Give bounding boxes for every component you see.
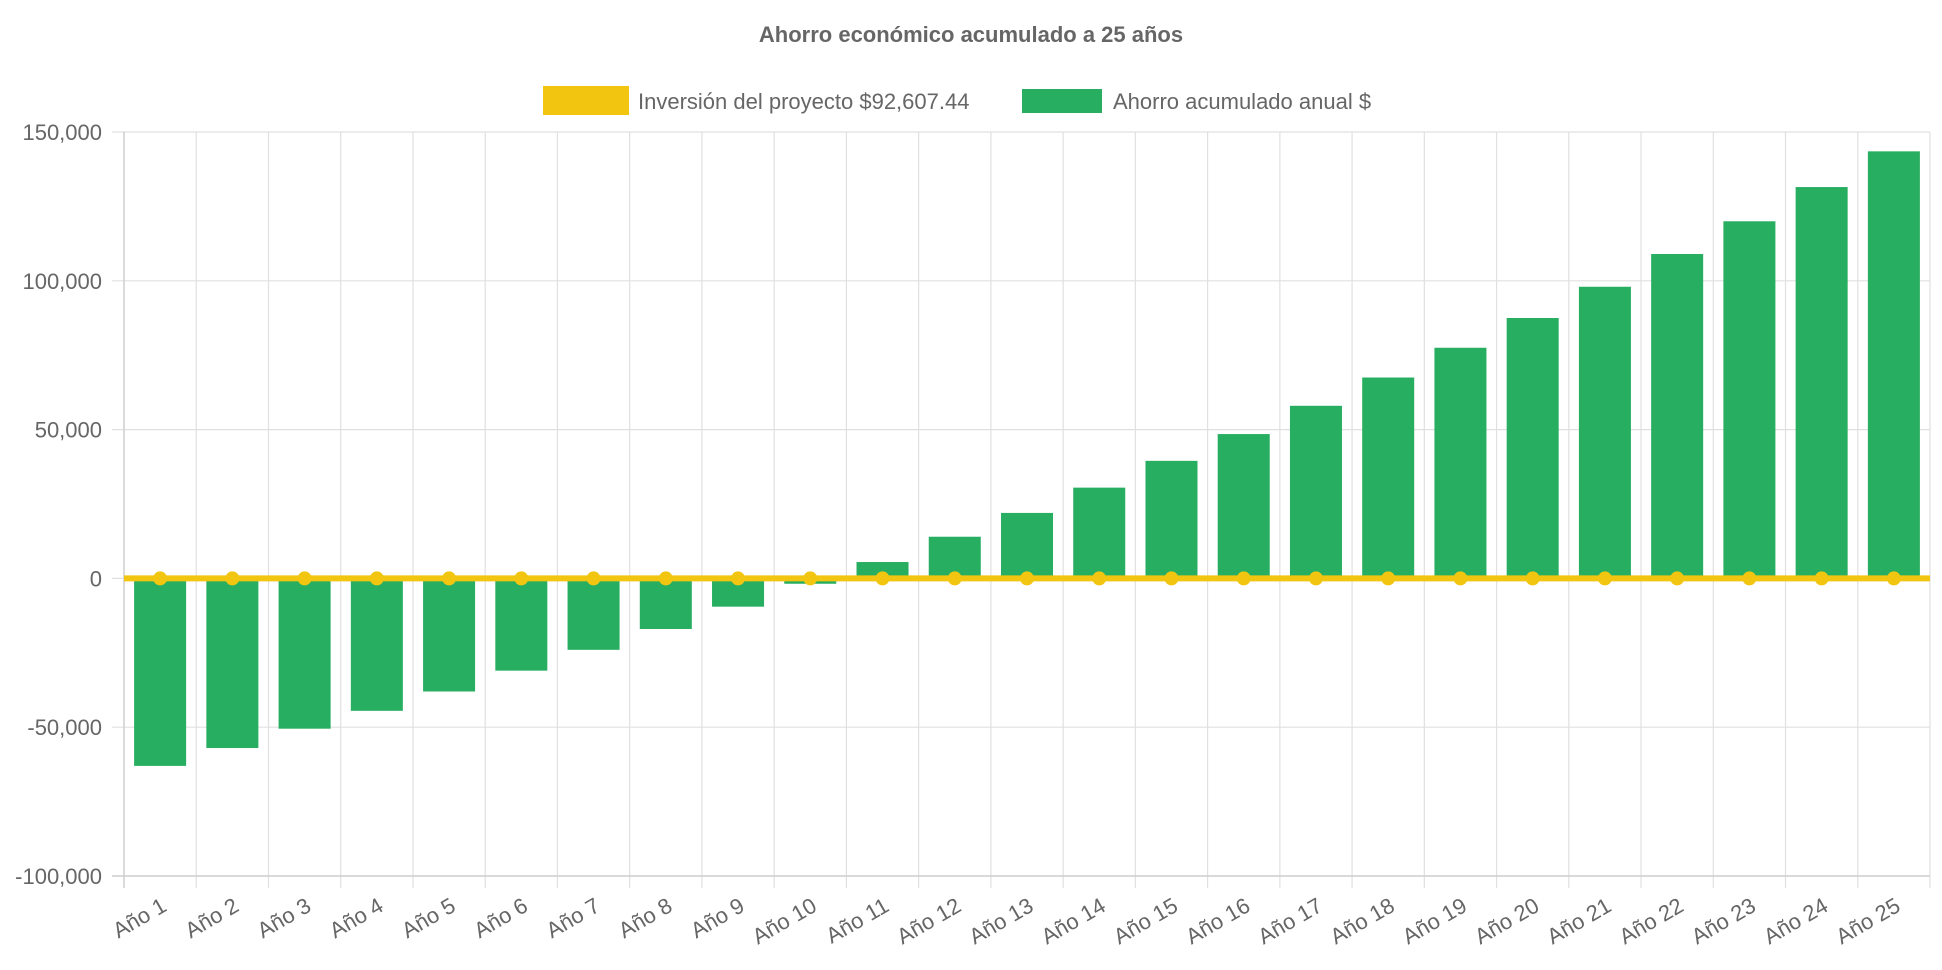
line-point bbox=[1670, 571, 1685, 586]
x-tick-label: Año 24 bbox=[1759, 893, 1832, 950]
x-tick-label: Año 4 bbox=[325, 893, 387, 943]
legend-label-investment: Inversión del proyecto $92,607.44 bbox=[638, 89, 969, 114]
x-tick-label: Año 20 bbox=[1470, 893, 1543, 950]
line-point bbox=[514, 571, 529, 586]
grid bbox=[112, 131, 1931, 888]
bar bbox=[278, 578, 331, 729]
x-tick-label: Año 8 bbox=[614, 893, 676, 943]
bar bbox=[1867, 151, 1920, 579]
bar bbox=[1217, 434, 1270, 579]
x-tick-label: Año 1 bbox=[108, 893, 170, 943]
line-point bbox=[1742, 571, 1757, 586]
line-point bbox=[297, 571, 312, 586]
legend: Inversión del proyecto $92,607.44 Ahorro… bbox=[543, 86, 1371, 115]
line-point bbox=[1453, 571, 1468, 586]
bar bbox=[134, 578, 187, 766]
bar bbox=[1795, 187, 1848, 579]
x-tick-label: Año 13 bbox=[965, 893, 1038, 950]
line-point bbox=[1597, 571, 1612, 586]
x-tick-label: Año 22 bbox=[1615, 893, 1688, 950]
x-tick-label: Año 15 bbox=[1109, 893, 1182, 950]
line-point bbox=[1020, 571, 1034, 586]
x-tick-label: Año 9 bbox=[686, 893, 748, 943]
x-axis: Año 1 Año 2 Año 3 Año 4 Año 5 Año 6 Año 7 Año 8… bbox=[108, 893, 1904, 950]
x-tick-label: Año 18 bbox=[1326, 893, 1399, 950]
y-tick-label: -50,000 bbox=[27, 715, 102, 740]
y-tick-label: 150,000 bbox=[22, 120, 102, 145]
x-tick-label: Año 2 bbox=[181, 893, 243, 943]
y-tick-label: -100,000 bbox=[15, 864, 102, 889]
y-tick-label: 50,000 bbox=[35, 418, 102, 443]
x-tick-label: Año 25 bbox=[1831, 893, 1904, 950]
legend-swatch-savings bbox=[1022, 89, 1102, 113]
chart-title: Ahorro económico acumulado a 25 años bbox=[759, 22, 1183, 47]
y-tick-label: 0 bbox=[90, 566, 102, 591]
line-point bbox=[1308, 571, 1323, 586]
bar bbox=[1506, 318, 1559, 579]
bar bbox=[1000, 512, 1054, 579]
bar-series bbox=[134, 151, 1920, 766]
y-tick-label: 100,000 bbox=[22, 269, 102, 294]
line-point bbox=[803, 571, 818, 586]
line-point bbox=[586, 571, 601, 586]
legend-swatch-investment bbox=[543, 86, 629, 115]
x-tick-label: Año 5 bbox=[397, 893, 459, 943]
bar bbox=[1073, 487, 1126, 579]
line-point bbox=[225, 571, 240, 586]
line-point bbox=[369, 571, 384, 586]
line-point bbox=[875, 571, 890, 586]
line-point bbox=[1236, 571, 1251, 586]
bar bbox=[495, 578, 548, 671]
legend-item-investment[interactable]: Inversión del proyecto $92,607.44 bbox=[543, 86, 969, 115]
bar bbox=[350, 578, 403, 711]
bar bbox=[423, 578, 476, 692]
bar bbox=[567, 578, 620, 650]
line-point bbox=[1381, 571, 1396, 586]
bar bbox=[1651, 254, 1704, 579]
x-tick-label: Año 14 bbox=[1037, 893, 1110, 950]
x-tick-label: Año 6 bbox=[470, 893, 532, 943]
line-point bbox=[1164, 571, 1179, 586]
line-point bbox=[947, 571, 962, 586]
x-tick-label: Año 21 bbox=[1543, 893, 1616, 950]
x-tick-label: Año 17 bbox=[1254, 893, 1327, 950]
x-tick-label: Año 23 bbox=[1687, 893, 1760, 950]
bar bbox=[1578, 286, 1631, 579]
bar bbox=[1145, 460, 1198, 579]
x-tick-label: Año 19 bbox=[1398, 893, 1471, 950]
bar bbox=[639, 578, 692, 629]
x-tick-label: Año 12 bbox=[892, 893, 965, 950]
bar bbox=[1289, 405, 1342, 579]
line-point bbox=[658, 571, 673, 586]
legend-item-savings[interactable]: Ahorro acumulado anual $ bbox=[1022, 89, 1371, 114]
line-series bbox=[124, 571, 1930, 586]
bar bbox=[206, 578, 259, 749]
x-tick-label: Año 10 bbox=[748, 893, 821, 950]
line-point bbox=[731, 571, 746, 586]
bar bbox=[856, 562, 909, 579]
line-point bbox=[442, 571, 457, 586]
x-tick-label: Año 16 bbox=[1181, 893, 1254, 950]
line-point bbox=[1525, 571, 1540, 586]
x-tick-label: Año 7 bbox=[542, 893, 604, 943]
line-point bbox=[1092, 571, 1107, 586]
y-axis: 150,000 100,000 50,000 0 -50,000 -100,000 bbox=[15, 120, 102, 889]
legend-label-savings: Ahorro acumulado anual $ bbox=[1113, 89, 1371, 114]
line-point bbox=[1814, 571, 1829, 586]
x-tick-label: Año 11 bbox=[822, 893, 893, 949]
bar bbox=[1362, 377, 1415, 579]
bar bbox=[1434, 347, 1487, 579]
line-point bbox=[1886, 571, 1901, 586]
bar bbox=[1723, 221, 1776, 579]
line-point bbox=[153, 571, 168, 586]
x-tick-label: Año 3 bbox=[253, 893, 315, 943]
